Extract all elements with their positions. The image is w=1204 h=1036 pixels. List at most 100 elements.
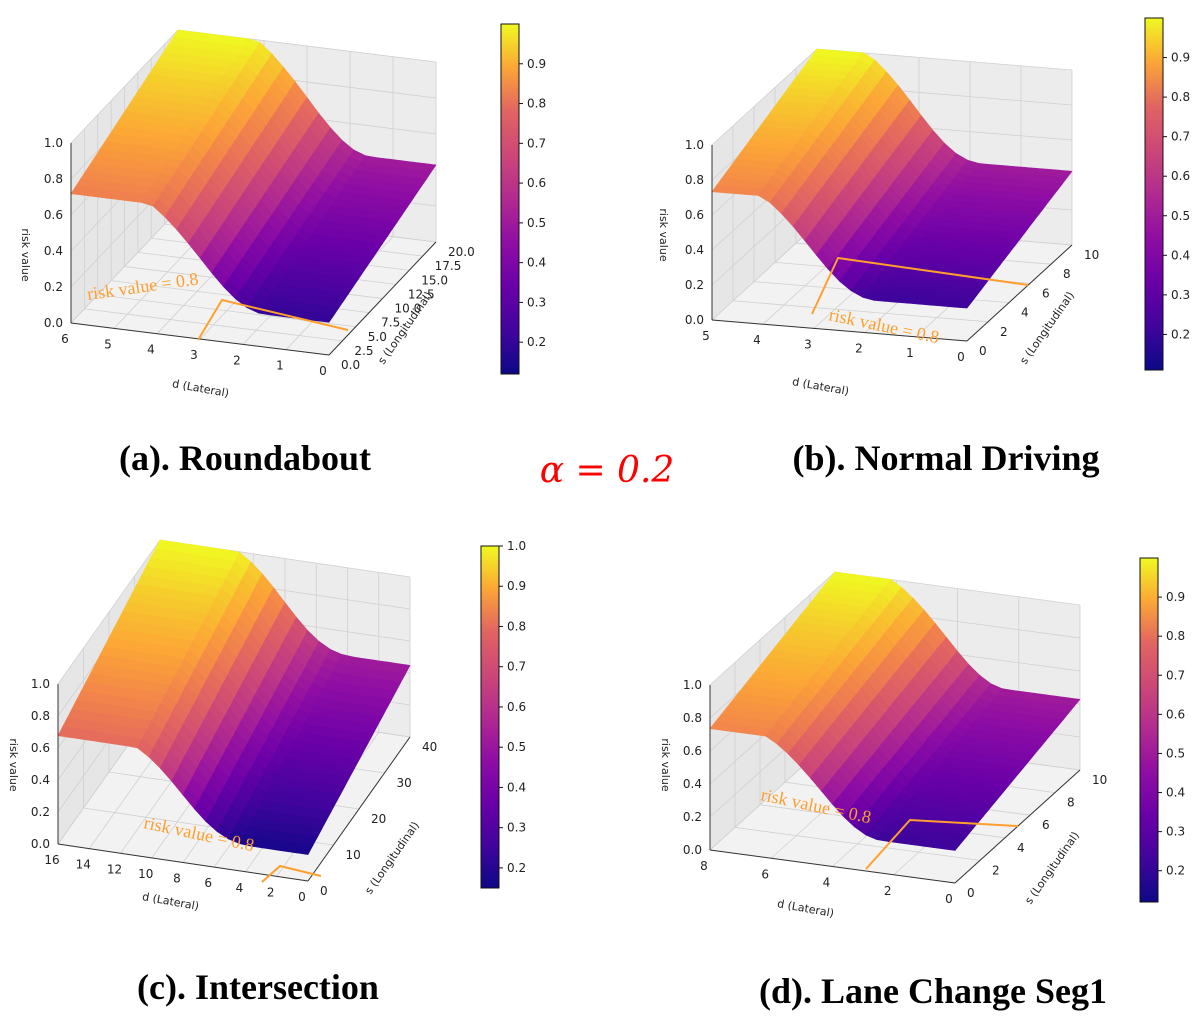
colorbar-tick-label: 0.2 [527,335,546,349]
colorbar-tick-label: 0.6 [507,700,526,714]
alpha-label: α = 0.2 [540,450,675,491]
z-tick-label: 0.2 [44,280,63,294]
y-axis-line [307,736,411,882]
colorbar-tick-label: 0.9 [507,579,526,593]
colorbar-tick-label: 0.8 [507,619,526,633]
y-tick-label: 10 [1092,773,1107,787]
y-tick-label: 4 [1021,306,1029,320]
surface [711,48,1073,309]
z-tick-label: 1.0 [683,678,702,692]
z-tick-label: 0.0 [685,313,704,327]
x-tick-label: 2 [884,884,892,898]
y-tick-label: 12.5 [408,287,435,301]
y-tick-label: 6 [1042,286,1050,300]
x-tick-label: 14 [76,858,91,872]
y-tick-label: 20 [371,812,386,826]
z-axis-label: risk value [7,738,20,791]
x-tick-label: 3 [804,337,812,351]
caption-intersection: (c). Intersection [137,967,379,1007]
x-tick-label: 4 [236,881,244,895]
x-tick-label: 0 [957,350,965,364]
colorbar-tick-label: 0.5 [507,740,526,754]
y-tick-label: 10 [1084,248,1099,262]
colorbar-tick-label: 0.4 [1166,786,1185,800]
y-tick-label: 8 [1067,796,1075,810]
surface-patch [954,300,973,309]
x-axis-line [57,843,309,882]
y-axis-label: s (Longitudinal) [362,819,422,897]
z-tick-label: 0.4 [683,777,702,791]
colorbar-tick-label: 0.7 [507,660,526,674]
colorbar-tick-label: 0.4 [507,780,526,794]
z-tick-label: 0.2 [685,278,704,292]
colorbar-tick-label: 0.6 [1171,169,1190,183]
x-tick-label: 8 [173,872,181,886]
x-tick-label: 16 [44,853,59,867]
z-tick-label: 0.0 [31,837,50,851]
colorbar-tick-label: 1.0 [507,539,526,553]
x-tick-label: 4 [147,343,155,357]
colorbar-tick-label: 0.9 [1166,590,1185,604]
colorbar-tick-label: 0.8 [527,97,546,111]
z-tick-label: 0.6 [31,741,50,755]
x-tick-label: 0 [945,892,953,906]
colorbar-tick-label: 0.3 [1171,288,1190,302]
y-tick-label: 10.0 [395,302,422,316]
surface-patch [296,843,314,855]
y-tick-label: 5.0 [368,330,387,344]
y-tick-label: 0 [320,884,328,898]
caption-lane-change-seg1: (d). Lane Change Seg1 [759,971,1107,1011]
colorbar-tick-label: 0.6 [1166,707,1185,721]
y-tick-label: 2.5 [354,344,373,358]
z-tick-label: 1.0 [31,677,50,691]
colorbar-tick-label: 0.2 [1166,864,1185,878]
x-tick-label: 2 [233,353,241,367]
z-tick-label: 0.8 [683,711,702,725]
y-axis-line [966,244,1073,342]
z-tick-label: 0.8 [31,709,50,723]
colorbar [500,23,520,375]
caption-normal-driving: (b). Normal Driving [793,438,1100,478]
colorbar [480,545,500,889]
x-tick-label: 6 [761,867,769,881]
colorbar-tick-label: 0.9 [1171,51,1190,65]
y-tick-label: 15.0 [421,273,448,287]
x-axis-label: d (Lateral) [791,375,850,398]
z-tick-label: 0.6 [44,208,63,222]
colorbar-tick-label: 0.7 [1171,130,1190,144]
x-axis-label: d (Lateral) [776,897,835,920]
y-tick-label: 10 [346,848,361,862]
panel-roundabout: 6 5 4 3 2 1 0 0.02.55.07.510.012.515.017.520.00… [19,23,546,400]
contour-line [865,818,1019,870]
x-tick-label: 0 [319,364,327,378]
z-tick-label: 1.0 [44,136,63,150]
z-tick-label: 0.4 [685,243,704,257]
contour-line [197,298,349,341]
colorbar-tick-label: 0.8 [1171,90,1190,104]
x-tick-label: 8 [700,859,708,873]
x-tick-label: 4 [823,876,831,890]
z-tick-label: 0.6 [683,744,702,758]
z-axis-label: risk value [659,738,672,791]
x-axis-line [711,319,968,342]
x-tick-label: 2 [267,885,275,899]
y-tick-label: 4 [1017,841,1025,855]
surface [57,539,411,855]
z-tick-label: 0.2 [31,805,50,819]
surface [70,29,437,323]
y-tick-label: 30 [397,776,412,790]
colorbar-tick-label: 0.5 [1166,746,1185,760]
grid-line [732,300,989,323]
y-tick-label: 8 [1063,267,1071,281]
colorbar-tick-label: 0.2 [1171,327,1190,341]
colorbar-tick-label: 0.7 [527,136,546,150]
x-tick-label: 5 [104,337,112,351]
colorbar-tick-label: 0.4 [527,256,546,270]
colorbar-tick-label: 0.6 [527,176,546,190]
y-axis-line [328,241,437,356]
z-tick-label: 0.4 [31,773,50,787]
colorbar-tick-label: 0.2 [507,861,526,875]
x-tick-label: 2 [855,342,863,356]
surface-patch [316,313,335,323]
